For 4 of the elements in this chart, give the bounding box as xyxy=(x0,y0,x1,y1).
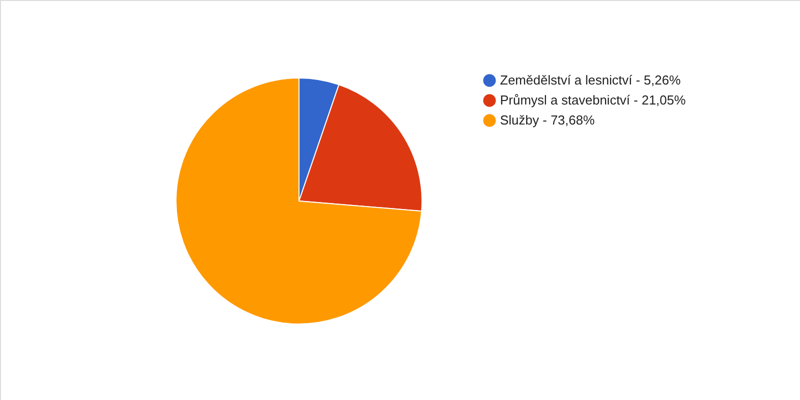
pie-slice xyxy=(176,78,422,324)
legend-label: Služby - 73,68% xyxy=(500,112,596,128)
legend-label: Zemědělství a lesnictví - 5,26% xyxy=(500,72,682,88)
legend-label: Průmysl a stavebnictví - 21,05% xyxy=(500,92,686,108)
